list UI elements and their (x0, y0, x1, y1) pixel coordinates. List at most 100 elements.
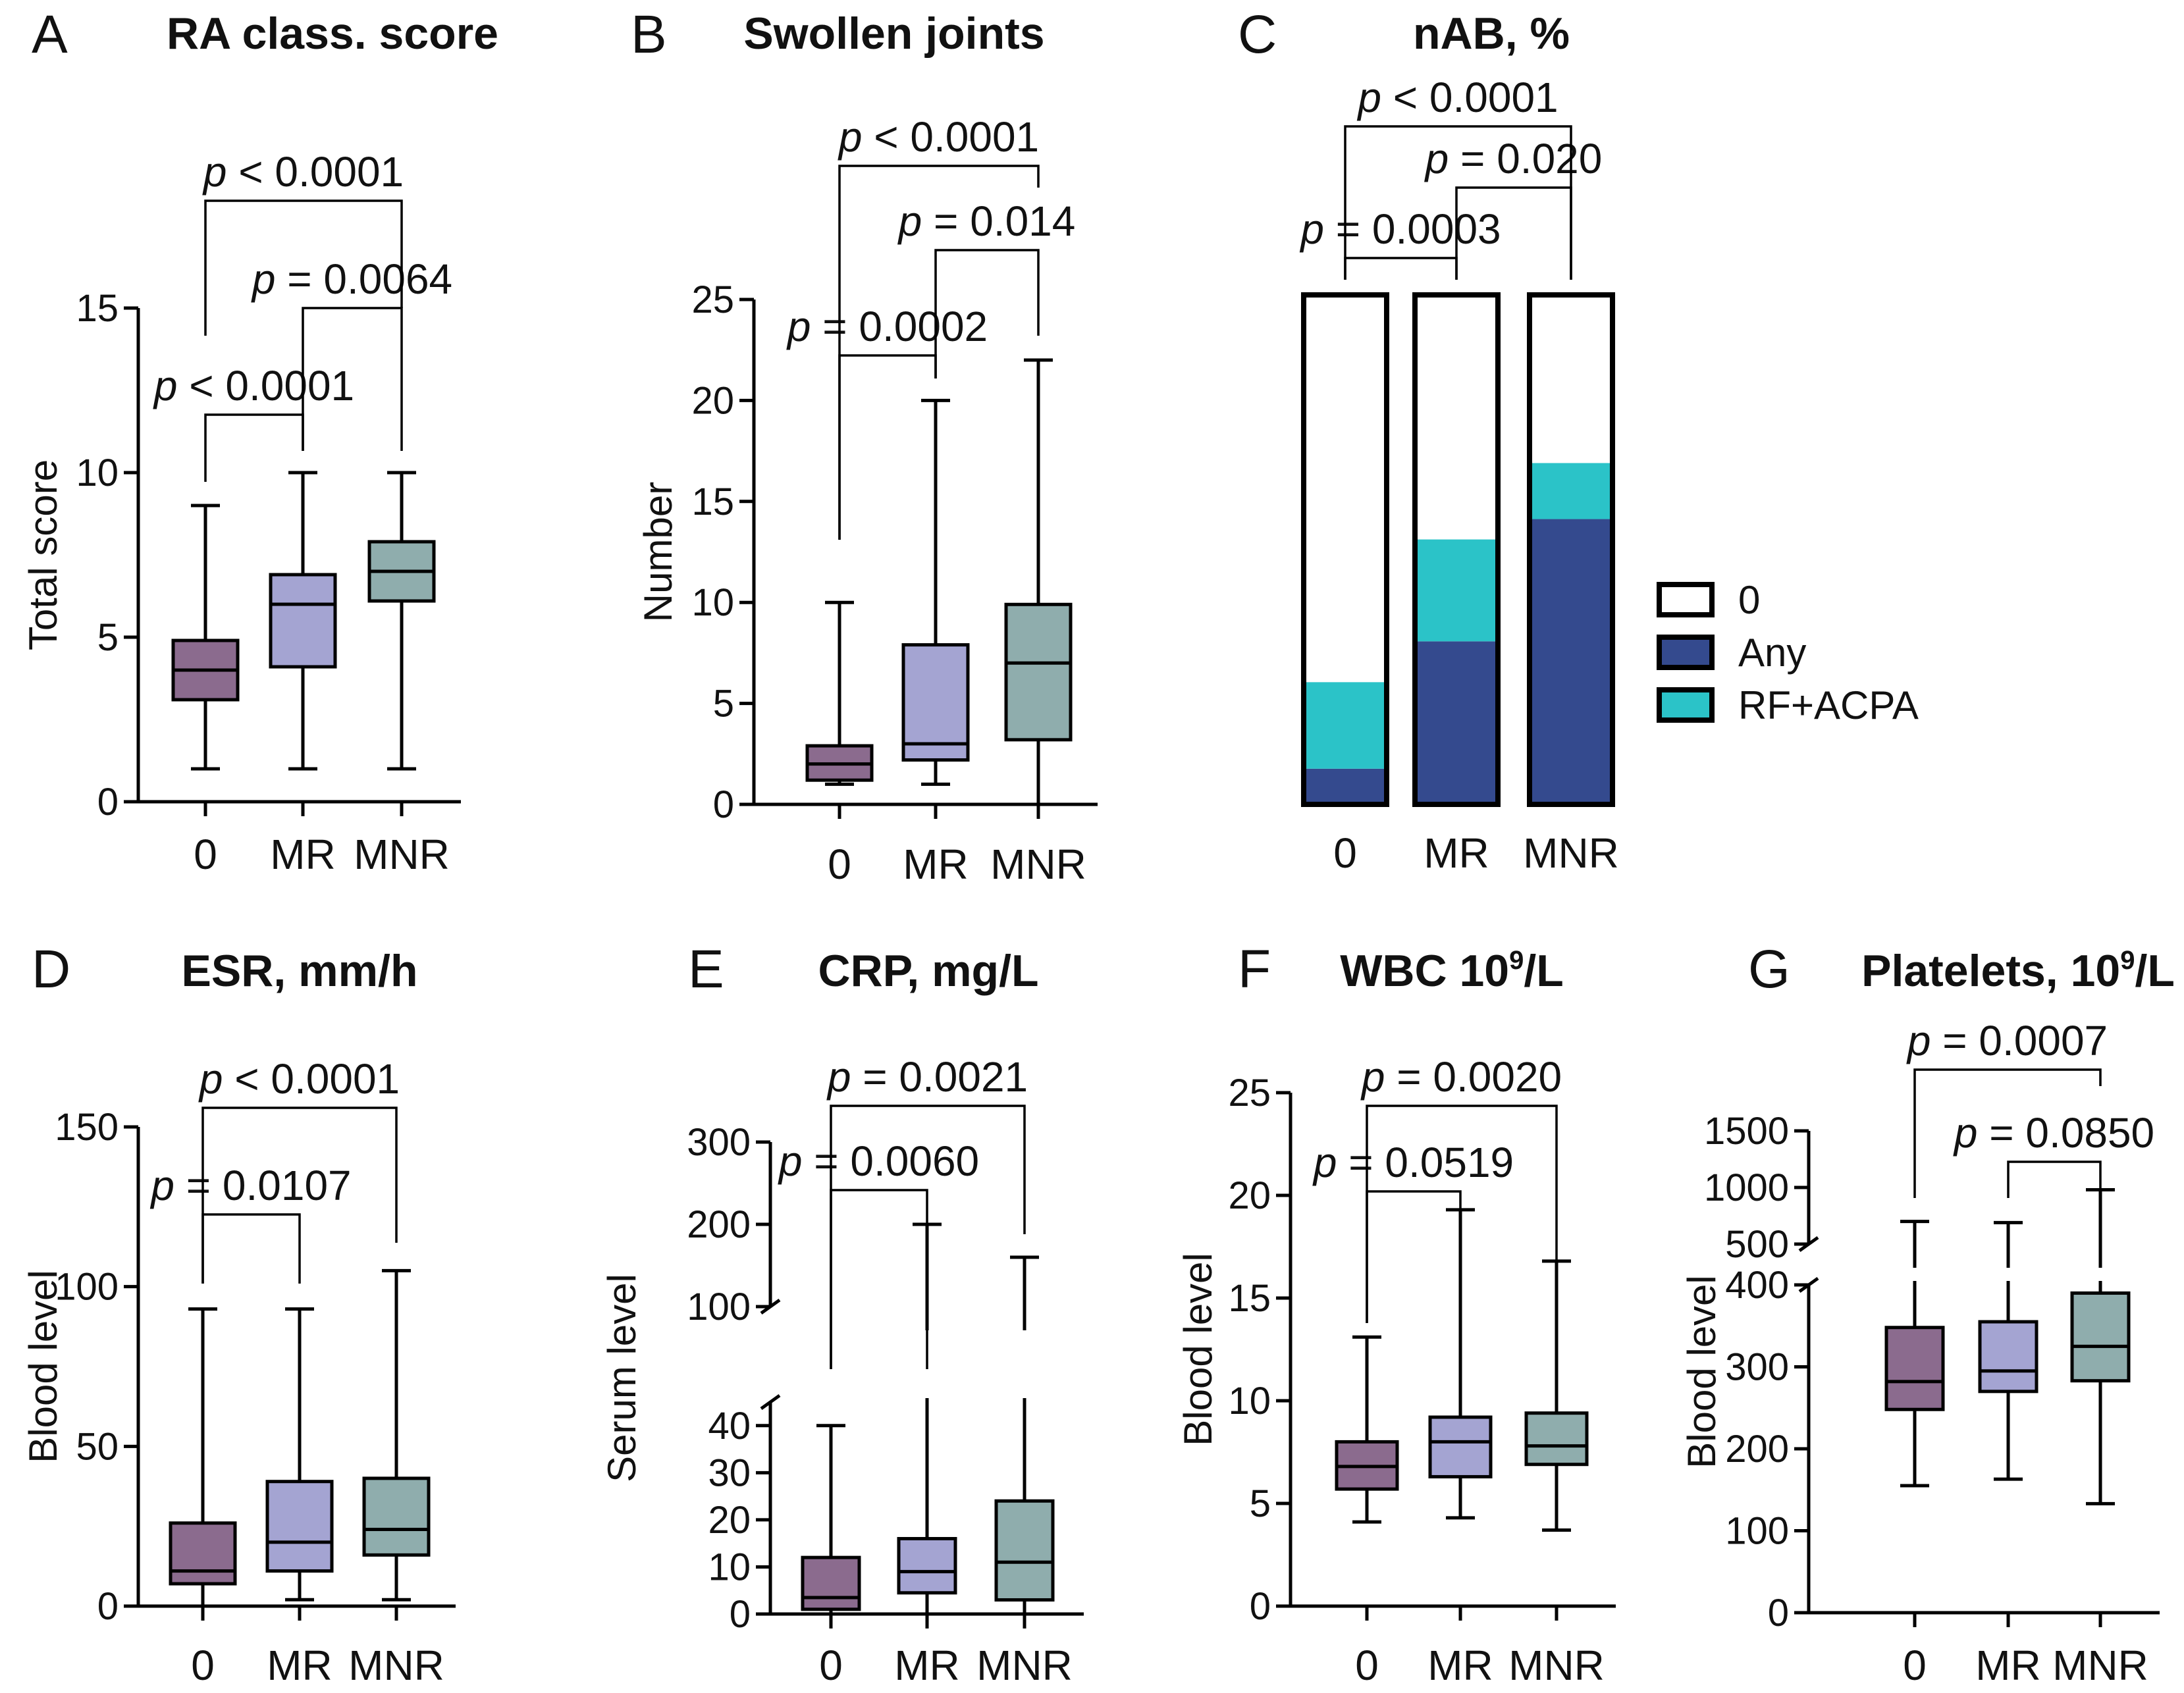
box-MR (1978, 1220, 2038, 1481)
segment-0 (1304, 295, 1387, 683)
y-tick-label: 5 (1250, 1482, 1271, 1525)
legend-label: RF+ACPA (1738, 683, 1919, 727)
x-tick-label: 0 (819, 1642, 843, 1689)
comparison-1-2-p-value: p = 0.020 (1424, 135, 1603, 182)
comparison-0-2-p-value: p = 0.0007 (1906, 1017, 2108, 1064)
iqr-box (362, 1476, 431, 1557)
comparison-0-2-bracket (838, 165, 1040, 540)
iqr-box (1524, 1411, 1589, 1467)
comparison-0-1-bracket (1344, 257, 1458, 280)
comparison-0-2-p-value: p < 0.0001 (198, 1055, 400, 1103)
x-tick-label: MR (1424, 829, 1489, 877)
panel-title: RA class. score (167, 9, 498, 59)
panel-letter: A (32, 5, 68, 65)
panel-letter: B (631, 5, 667, 65)
segment-any (1415, 641, 1498, 804)
x-tick-label: MR (1427, 1642, 1493, 1689)
y-tick-label: 1500 (1704, 1110, 1789, 1153)
comparison-0-1-p-value: p = 0.0060 (778, 1137, 979, 1185)
legend-swatch (1657, 635, 1715, 670)
panel-title: Platelets, 109/L (1861, 946, 2175, 996)
stacked-bar-MR (1412, 292, 1501, 807)
legend-swatch (1657, 687, 1715, 723)
y-tick-label: 0 (97, 781, 119, 823)
axis-break-mark (760, 1393, 781, 1411)
y-axis-label: Number (636, 482, 680, 622)
box-MNR (367, 471, 436, 771)
x-tick-label: 0 (828, 841, 851, 888)
y-tick-label: 200 (1725, 1428, 1789, 1471)
stacked-bar-0 (1301, 292, 1389, 807)
comparison-0-1-bracket (201, 1213, 301, 1284)
x-tick-label: 0 (1355, 1642, 1379, 1689)
y-tick-label: 5 (97, 616, 119, 659)
y-tick-label: 300 (687, 1121, 751, 1164)
x-tick-label: MR (270, 831, 336, 878)
panel-F: F WBC 109/L Blood level 0 5 10 15 20 25 0 MR MNR p =… (1176, 939, 1616, 1689)
bar-outline (1301, 292, 1389, 807)
y-axis-label: Blood level (1176, 1253, 1220, 1446)
y-axis-label: Serum level (600, 1274, 644, 1482)
box-MNR (2070, 1187, 2131, 1505)
bar-outline (1527, 292, 1615, 807)
x-tick-label: MR (267, 1642, 333, 1689)
comparison-1-2-p-value: p = 0.0850 (1953, 1109, 2154, 1157)
comparison-1-2-bracket (302, 307, 403, 451)
comparison-0-1-p-value: p = 0.0002 (786, 303, 988, 350)
box-0 (171, 504, 240, 771)
y-tick-label: 15 (691, 481, 734, 523)
y-tick-label: 1000 (1704, 1166, 1789, 1209)
comparison-1-2-p-value: p = 0.014 (897, 197, 1076, 245)
y-tick-label: 25 (1228, 1072, 1271, 1114)
comparison-0-2-bracket (830, 1105, 1026, 1369)
panel-G: G Platelets, 109/L Blood level 0 100 200 300 40… (1680, 939, 2175, 1689)
y-tick-label: 100 (1725, 1510, 1789, 1553)
comparison-0-2-p-value: p = 0.0020 (1360, 1053, 1562, 1101)
segment-rf-acpa (1415, 539, 1498, 642)
legend-label: 0 (1738, 578, 1760, 622)
y-tick-label: 200 (687, 1203, 751, 1246)
comparison-0-1-bracket (204, 413, 304, 482)
panel-letter: G (1748, 939, 1790, 999)
iqr-box (1884, 1326, 1945, 1411)
x-tick-label: MR (894, 1642, 960, 1689)
y-tick-label: 0 (1768, 1592, 1789, 1634)
box-0 (801, 1424, 861, 1616)
box-MR (265, 1307, 334, 1602)
y-tick-label: 20 (691, 379, 734, 422)
panel-letter: D (32, 939, 70, 999)
panel-title: nAB, % (1413, 9, 1570, 59)
comparison-0-2-bracket (201, 1107, 398, 1284)
comparison-0-2-bracket (204, 199, 403, 336)
panel-D: D ESR, mm/h Blood level 0 50 100 150 0 MR MNR p = … (21, 939, 456, 1689)
comparison-1-2-bracket (2007, 1160, 2102, 1198)
comparison-0-1-p-value: p = 0.0519 (1312, 1139, 1514, 1186)
y-tick-label: 10 (1228, 1380, 1271, 1422)
comparison-1-2-bracket (934, 249, 1040, 378)
x-tick-label: 0 (1333, 829, 1357, 877)
y-tick-label: 25 (691, 278, 734, 321)
box-0 (805, 600, 874, 786)
segment-0 (1415, 295, 1498, 540)
iqr-box (1428, 1415, 1493, 1478)
x-tick-label: 0 (194, 831, 217, 878)
y-tick-label: 10 (691, 581, 734, 624)
y-tick-label: 10 (708, 1546, 751, 1588)
panel-B: B Swollen joints Number 0 5 10 15 20 25 0 MR MNR p =… (631, 5, 1098, 888)
segment-rf-acpa (1304, 682, 1387, 769)
comparison-0-1-p-value: p < 0.0001 (153, 362, 354, 409)
box-MR (1428, 1208, 1493, 1520)
box-MNR (362, 1268, 431, 1602)
box-MNR (1004, 358, 1073, 806)
x-tick-label: MNR (1523, 829, 1619, 877)
y-tick-label: 30 (708, 1451, 751, 1494)
y-tick-label: 100 (687, 1286, 751, 1328)
y-tick-label: 20 (708, 1499, 751, 1542)
iqr-box (801, 1555, 861, 1611)
comparison-0-1-bracket (838, 354, 937, 540)
box-MR (897, 1222, 957, 1616)
y-tick-label: 50 (76, 1425, 119, 1468)
bar-outline (1412, 292, 1501, 807)
